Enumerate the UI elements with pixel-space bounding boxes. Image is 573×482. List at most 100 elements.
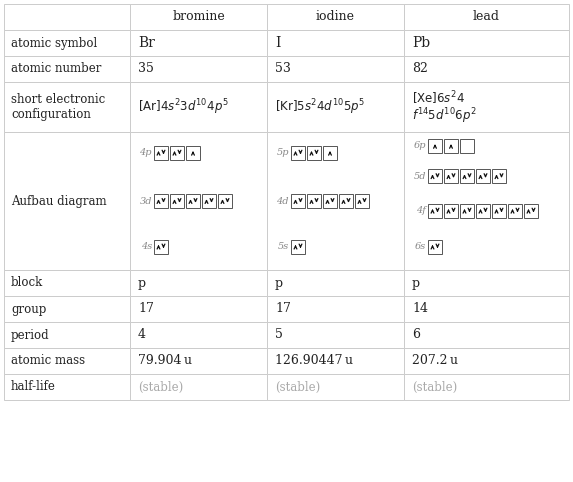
Bar [4, 4, 130, 30]
Text: (stable): (stable) [138, 380, 183, 393]
Text: 17: 17 [138, 303, 154, 316]
Bar [267, 322, 404, 348]
Text: $f^{14}$5$d^{10}$6$p^2$: $f^{14}$5$d^{10}$6$p^2$ [412, 106, 477, 126]
Bar [323, 194, 337, 208]
Text: [Ar]4$s^2$3$d^{10}$4$p^5$: [Ar]4$s^2$3$d^{10}$4$p^5$ [138, 97, 229, 117]
Text: Pb: Pb [412, 36, 430, 50]
Text: 5: 5 [275, 329, 283, 342]
Bar [154, 194, 168, 208]
Bar [404, 296, 569, 322]
Bar [404, 132, 569, 270]
Bar [404, 56, 569, 82]
Text: p: p [412, 277, 420, 290]
Text: group: group [11, 303, 46, 316]
Bar [267, 82, 404, 132]
Text: bromine: bromine [172, 11, 225, 24]
Bar [404, 322, 569, 348]
Text: atomic symbol: atomic symbol [11, 37, 97, 50]
Text: 82: 82 [412, 63, 428, 76]
Bar [307, 194, 321, 208]
Text: [Kr]5$s^2$4$d^{10}$5$p^5$: [Kr]5$s^2$4$d^{10}$5$p^5$ [275, 97, 365, 117]
Bar [186, 194, 200, 208]
Bar [404, 30, 569, 56]
Bar [444, 169, 458, 183]
Text: lead: lead [473, 11, 500, 24]
Bar [404, 270, 569, 296]
Bar [291, 194, 305, 208]
Bar [492, 204, 506, 218]
Text: iodine: iodine [316, 11, 355, 24]
Text: Br: Br [138, 36, 155, 50]
Bar [4, 374, 130, 400]
Bar [267, 132, 404, 270]
Text: 4s: 4s [141, 242, 152, 251]
Text: atomic mass: atomic mass [11, 354, 85, 367]
Text: [Xe]6$s^2$4: [Xe]6$s^2$4 [412, 90, 465, 107]
Bar [130, 270, 267, 296]
Text: 5d: 5d [414, 172, 426, 181]
Text: 5s: 5s [278, 242, 289, 251]
Bar [444, 139, 458, 153]
Text: 53: 53 [275, 63, 291, 76]
Bar [476, 169, 490, 183]
Bar [267, 4, 404, 30]
Bar [267, 348, 404, 374]
Bar [444, 204, 458, 218]
Text: 3d: 3d [139, 197, 152, 205]
Bar [4, 56, 130, 82]
Text: p: p [138, 277, 146, 290]
Bar [476, 204, 490, 218]
Bar [130, 4, 267, 30]
Text: 6s: 6s [415, 242, 426, 251]
Bar [130, 30, 267, 56]
Bar [4, 30, 130, 56]
Bar [404, 348, 569, 374]
Text: 79.904 u: 79.904 u [138, 354, 192, 367]
Bar [186, 146, 200, 160]
Bar [154, 240, 168, 254]
Text: half-life: half-life [11, 380, 56, 393]
Bar [428, 169, 442, 183]
Bar [323, 146, 337, 160]
Bar [339, 194, 353, 208]
Text: 4f: 4f [416, 206, 426, 215]
Bar [267, 56, 404, 82]
Bar [428, 204, 442, 218]
Bar [4, 322, 130, 348]
Bar [130, 374, 267, 400]
Text: 4p: 4p [139, 148, 152, 157]
Bar [307, 146, 321, 160]
Bar [202, 194, 216, 208]
Bar [4, 82, 130, 132]
Bar [130, 296, 267, 322]
Bar [130, 132, 267, 270]
Text: I: I [275, 36, 280, 50]
Bar [170, 194, 184, 208]
Text: 4d: 4d [277, 197, 289, 205]
Bar [508, 204, 522, 218]
Bar [4, 348, 130, 374]
Text: block: block [11, 277, 43, 290]
Bar [460, 169, 474, 183]
Bar [267, 30, 404, 56]
Bar [404, 374, 569, 400]
Bar [267, 296, 404, 322]
Text: short electronic
configuration: short electronic configuration [11, 93, 105, 121]
Bar [130, 322, 267, 348]
Bar [218, 194, 232, 208]
Bar [460, 139, 474, 153]
Text: atomic number: atomic number [11, 63, 101, 76]
Text: 126.90447 u: 126.90447 u [275, 354, 353, 367]
Text: 6: 6 [412, 329, 420, 342]
Bar [4, 132, 130, 270]
Bar [170, 146, 184, 160]
Bar [428, 240, 442, 254]
Bar [524, 204, 538, 218]
Text: Aufbau diagram: Aufbau diagram [11, 195, 107, 207]
Text: 17: 17 [275, 303, 291, 316]
Bar [428, 139, 442, 153]
Bar [492, 169, 506, 183]
Bar [130, 56, 267, 82]
Text: p: p [275, 277, 283, 290]
Text: 14: 14 [412, 303, 428, 316]
